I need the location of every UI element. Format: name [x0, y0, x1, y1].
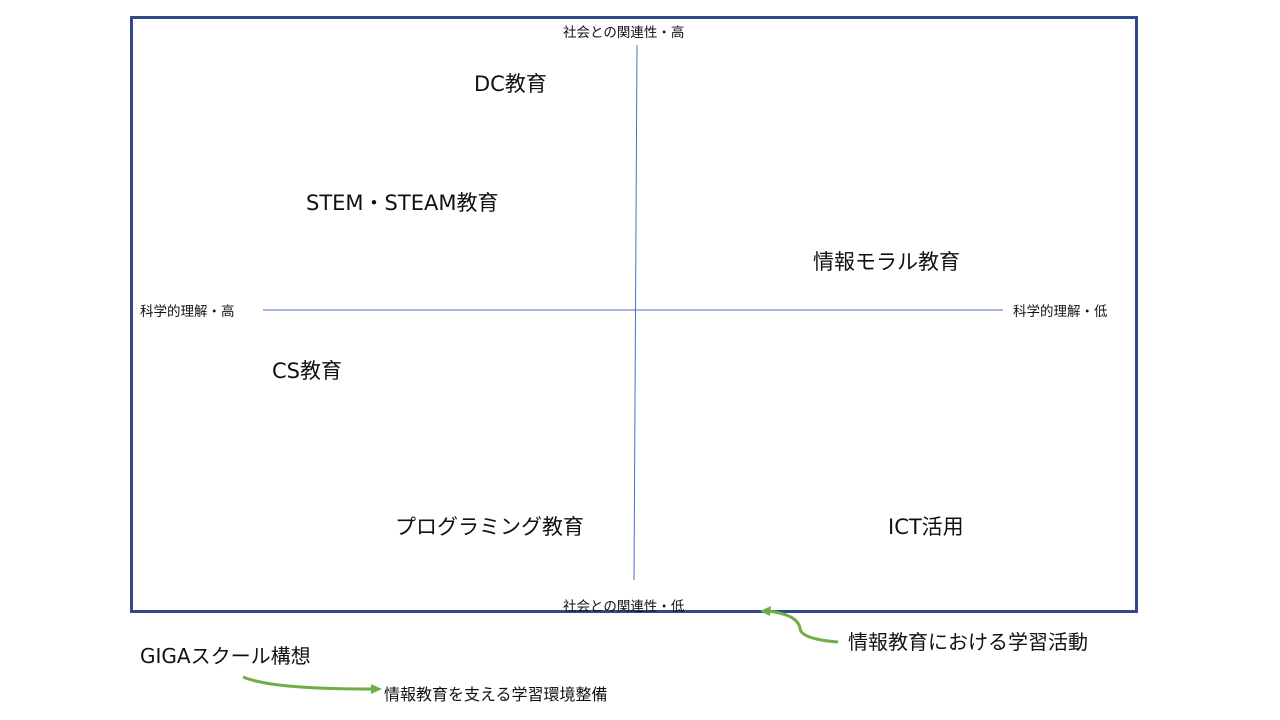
item-cs-education: CS教育: [272, 359, 342, 383]
annotation-giga-school: GIGAスクール構想: [140, 644, 311, 668]
annotation-learning-activities: 情報教育における学習活動: [848, 630, 1088, 654]
axis-label-left: 科学的理解・高: [140, 304, 235, 320]
diagram-frame: [130, 16, 1138, 613]
item-info-moral-education: 情報モラル教育: [813, 250, 960, 274]
axis-label-top: 社会との関連性・高: [563, 25, 685, 41]
arrow-learning-activities: [767, 609, 839, 644]
vertical-axis-line: [633, 44, 638, 581]
arrow-head-learning-activities: [760, 606, 771, 616]
arrow-environment: [242, 675, 373, 691]
item-stem-steam-education: STEM・STEAM教育: [306, 191, 499, 215]
item-ict-use: ICT活用: [888, 515, 964, 539]
arrow-head-environment: [371, 684, 382, 694]
axis-label-right: 科学的理解・低: [1013, 304, 1108, 320]
annotation-learning-environment: 情報教育を支える学習環境整備: [384, 685, 608, 704]
item-programming-education: プログラミング教育: [395, 515, 584, 539]
item-dc-education: DC教育: [474, 72, 547, 96]
axis-label-bottom: 社会との関連性・低: [563, 599, 685, 615]
